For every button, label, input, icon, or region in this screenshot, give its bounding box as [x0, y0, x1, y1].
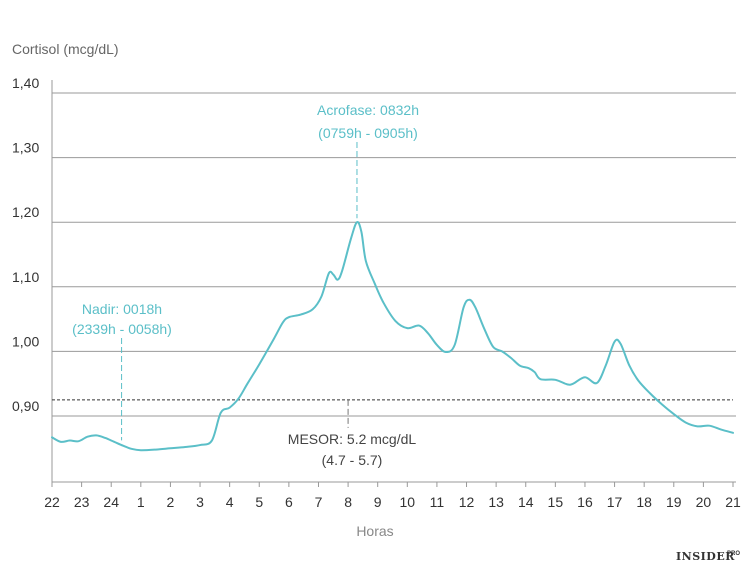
x-tick-label: 12 — [459, 494, 475, 510]
y-tick-label: 1,40 — [12, 75, 39, 91]
x-tick-label: 3 — [196, 494, 204, 510]
x-ticks: 22 23 24 1 2 3 4 5 6 7 8 9 10 11 12 13 14 15 16 17 18 19 20 21 — [44, 482, 741, 510]
x-tick-label: 20 — [696, 494, 712, 510]
y-ticks: 0,90 1,00 1,10 1,20 1,30 1,40 — [12, 75, 736, 417]
acrofase-label: Acrofase: 0832h — [317, 102, 419, 118]
x-tick-label: 19 — [666, 494, 682, 510]
x-tick-label: 14 — [518, 494, 534, 510]
x-tick-label: 5 — [255, 494, 263, 510]
x-tick-label: 24 — [103, 494, 119, 510]
y-tick-label: 1,00 — [12, 333, 39, 349]
brand-logo: INSIDER — [676, 550, 735, 563]
y-tick-label: 1,30 — [12, 140, 39, 156]
brand-logo-sup: PRO — [727, 551, 740, 557]
x-axis-label: Horas — [356, 523, 393, 539]
x-tick-label: 9 — [374, 494, 382, 510]
x-tick-label: 18 — [636, 494, 652, 510]
x-tick-label: 6 — [285, 494, 293, 510]
cortisol-series-line — [51, 221, 734, 452]
x-tick-label: 8 — [344, 494, 352, 510]
x-tick-label: 7 — [315, 494, 323, 510]
nadir-label: Nadir: 0018h — [82, 301, 162, 317]
x-tick-label: 17 — [607, 494, 623, 510]
y-axis-label: Cortisol (mcg/dL) — [12, 41, 119, 57]
x-tick-label: 21 — [725, 494, 741, 510]
y-tick-label: 0,90 — [12, 398, 39, 414]
x-tick-label: 11 — [430, 494, 445, 510]
x-tick-label: 23 — [74, 494, 90, 510]
x-tick-label: 10 — [400, 494, 416, 510]
acrofase-range: (0759h - 0905h) — [318, 125, 418, 141]
x-tick-label: 13 — [488, 494, 504, 510]
y-tick-label: 1,10 — [12, 269, 39, 285]
mesor-range: (4.7 - 5.7) — [322, 452, 383, 468]
mesor-label: MESOR: 5.2 mcg/dL — [288, 431, 417, 447]
x-tick-label: 2 — [167, 494, 175, 510]
nadir-range: (2339h - 0058h) — [72, 321, 172, 337]
x-tick-label: 16 — [577, 494, 593, 510]
x-tick-label: 1 — [137, 494, 145, 510]
y-tick-label: 1,20 — [12, 204, 39, 220]
x-tick-label: 22 — [44, 494, 60, 510]
x-tick-label: 4 — [226, 494, 234, 510]
x-tick-label: 15 — [548, 494, 564, 510]
